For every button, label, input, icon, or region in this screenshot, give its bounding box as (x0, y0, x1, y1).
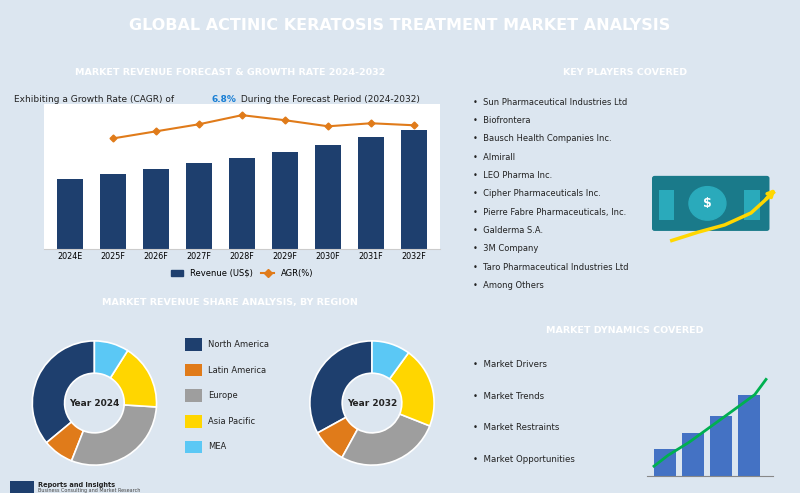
Text: 6.8%: 6.8% (212, 95, 237, 104)
Wedge shape (372, 341, 409, 379)
Text: •  Cipher Pharmaceuticals Inc.: • Cipher Pharmaceuticals Inc. (473, 189, 601, 199)
Text: •  Among Others: • Among Others (473, 281, 543, 290)
Text: Year 2024: Year 2024 (70, 398, 119, 408)
Bar (272, 152, 298, 249)
Text: •  Market Opportunities: • Market Opportunities (473, 455, 574, 464)
Text: MARKET REVENUE FORECAST & GROWTH RATE 2024-2032: MARKET REVENUE FORECAST & GROWTH RATE 20… (75, 69, 386, 77)
Bar (10, 481, 34, 493)
Bar (658, 190, 674, 220)
Text: •  3M Company: • 3M Company (473, 245, 538, 253)
Text: During the Forecast Period (2024-2032): During the Forecast Period (2024-2032) (238, 95, 420, 104)
Bar (185, 389, 202, 402)
Bar (229, 158, 255, 249)
Text: GLOBAL ACTINIC KERATOSIS TREATMENT MARKET ANALYSIS: GLOBAL ACTINIC KERATOSIS TREATMENT MARKE… (130, 18, 670, 34)
Bar (57, 179, 82, 249)
Wedge shape (110, 351, 157, 407)
Text: MARKET REVENUE SHARE ANALYSIS, BY REGION: MARKET REVENUE SHARE ANALYSIS, BY REGION (102, 298, 358, 308)
Text: •  Sun Pharmaceutical Industries Ltd: • Sun Pharmaceutical Industries Ltd (473, 98, 627, 106)
Text: •  Pierre Fabre Pharmaceuticals, Inc.: • Pierre Fabre Pharmaceuticals, Inc. (473, 208, 626, 217)
Text: •  Almirall: • Almirall (473, 153, 514, 162)
Text: Business Consulting and Market Research: Business Consulting and Market Research (38, 488, 141, 493)
Wedge shape (342, 414, 430, 465)
Bar (402, 130, 427, 249)
Bar (682, 432, 704, 476)
Bar (654, 449, 677, 476)
Text: North America: North America (208, 340, 269, 349)
Text: Reports and Insights: Reports and Insights (38, 482, 115, 488)
Text: Asia Pacific: Asia Pacific (208, 417, 255, 426)
Text: Latin America: Latin America (208, 365, 266, 375)
Text: •  Market Restraints: • Market Restraints (473, 423, 559, 432)
Text: $: $ (703, 197, 712, 210)
Bar (358, 137, 384, 249)
Text: •  Bausch Health Companies Inc.: • Bausch Health Companies Inc. (473, 135, 611, 143)
Text: •  Taro Pharmaceutical Industries Ltd: • Taro Pharmaceutical Industries Ltd (473, 263, 628, 272)
Bar (185, 364, 202, 377)
Text: •  Market Trends: • Market Trends (473, 391, 544, 401)
Wedge shape (71, 405, 156, 465)
Bar (185, 441, 202, 454)
Legend: Revenue (US$), AGR(%): Revenue (US$), AGR(%) (168, 266, 316, 281)
Wedge shape (310, 341, 372, 433)
Text: •  LEO Pharma Inc.: • LEO Pharma Inc. (473, 171, 552, 180)
Text: MEA: MEA (208, 442, 226, 452)
Text: Europe: Europe (208, 391, 238, 400)
Wedge shape (94, 341, 128, 378)
FancyBboxPatch shape (652, 176, 770, 231)
Bar (100, 174, 126, 249)
Bar (143, 169, 169, 249)
Text: •  Galderma S.A.: • Galderma S.A. (473, 226, 542, 235)
Text: •  Market Drivers: • Market Drivers (473, 360, 546, 369)
Wedge shape (32, 341, 94, 443)
Bar (185, 338, 202, 351)
Bar (738, 394, 761, 476)
Bar (185, 415, 202, 428)
Wedge shape (390, 353, 434, 426)
Text: •  Biofrontera: • Biofrontera (473, 116, 530, 125)
Text: Exhibiting a Growth Rate (CAGR) of: Exhibiting a Growth Rate (CAGR) of (14, 95, 178, 104)
Bar (710, 416, 733, 476)
Text: KEY PLAYERS COVERED: KEY PLAYERS COVERED (562, 69, 687, 77)
Wedge shape (46, 422, 83, 461)
Wedge shape (318, 418, 358, 458)
Bar (186, 163, 212, 249)
Text: MARKET DYNAMICS COVERED: MARKET DYNAMICS COVERED (546, 326, 703, 335)
Bar (315, 145, 341, 249)
Circle shape (689, 187, 726, 220)
Text: Year 2032: Year 2032 (347, 398, 397, 408)
Bar (744, 190, 760, 220)
